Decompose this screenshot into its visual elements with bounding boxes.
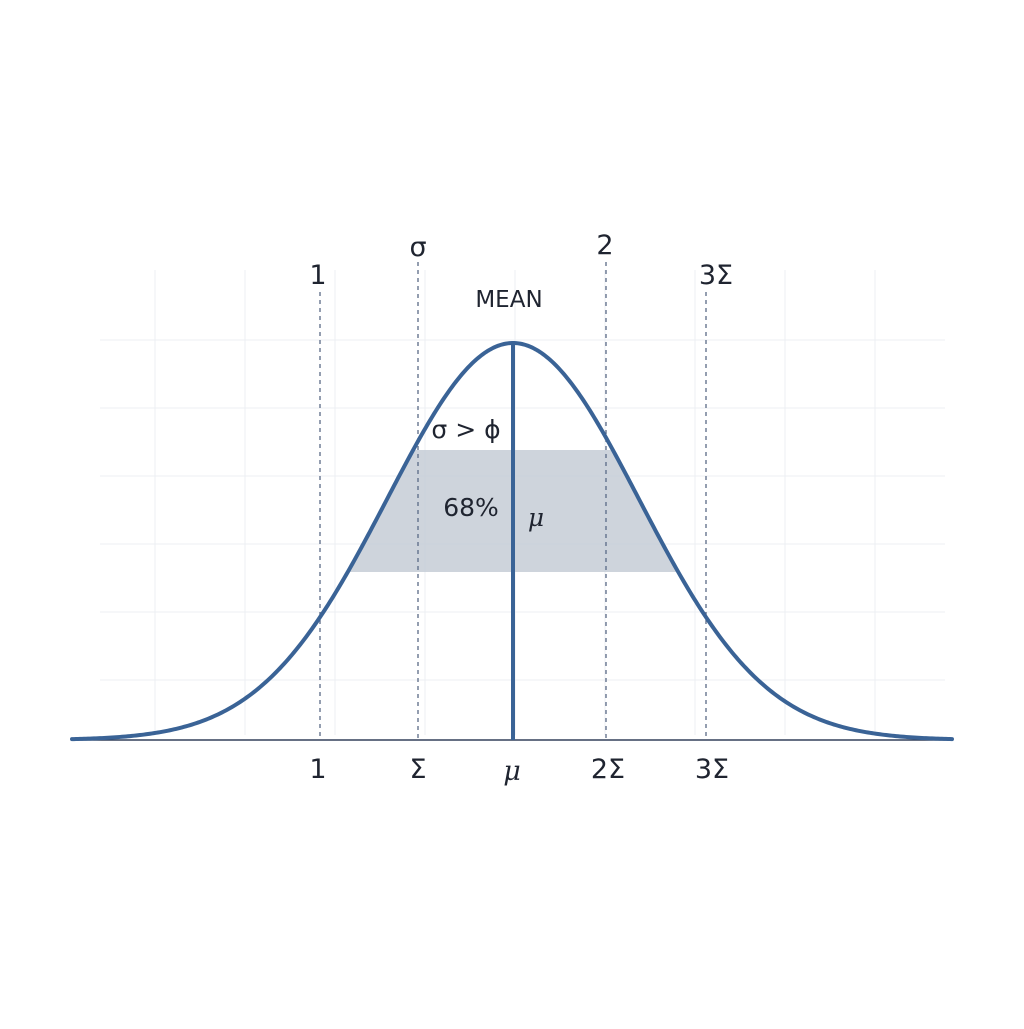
top-label-3sigma: 3Σ — [699, 260, 733, 291]
axis-label-2sigma: 2Σ — [591, 754, 625, 785]
axis-label-sigma: Σ — [409, 754, 426, 785]
percent-68-label: 68% — [443, 493, 499, 522]
top-label-sigma: σ — [409, 232, 426, 263]
axis-label-mu: μ — [503, 756, 521, 787]
axis-label-1: 1 — [309, 754, 326, 785]
sigma-phi-label: σ > ϕ — [431, 415, 500, 444]
mean-label: MEAN — [475, 287, 542, 313]
axis-label-3sigma: 3Σ — [695, 754, 729, 785]
top-label-2: 2 — [596, 230, 613, 261]
mu-inner-label: μ — [528, 503, 544, 532]
top-label-1: 1 — [309, 260, 326, 291]
dashed-guides — [319, 262, 707, 738]
